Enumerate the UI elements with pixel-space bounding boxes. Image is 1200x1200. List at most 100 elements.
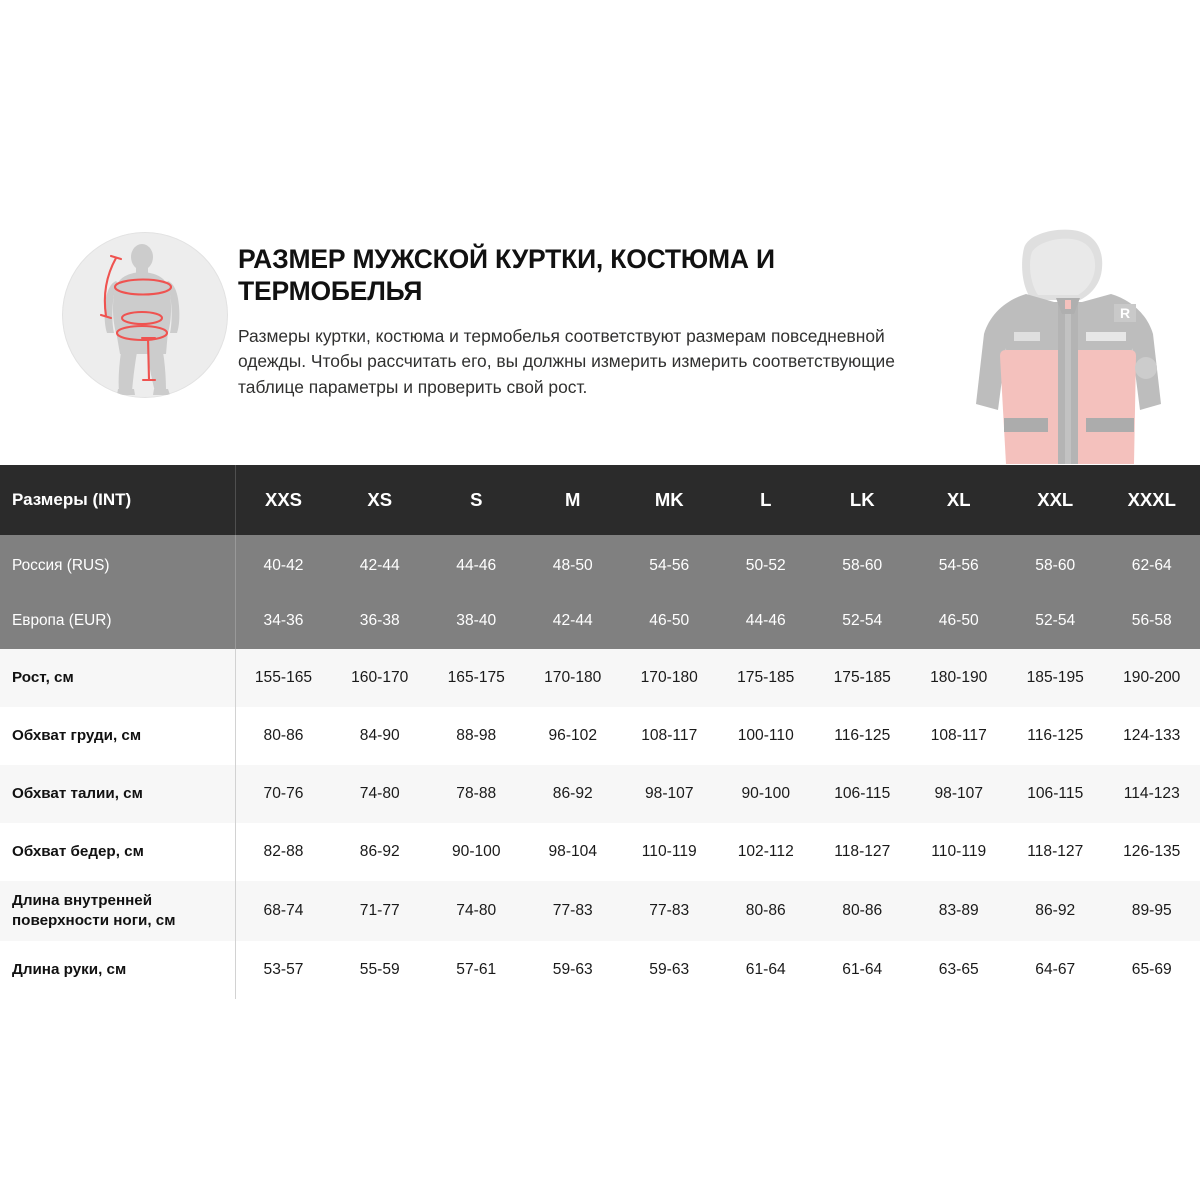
cell: 175-185 xyxy=(814,649,911,707)
column-header-lk: LK xyxy=(814,465,911,535)
cell: 114-123 xyxy=(1103,765,1200,823)
cell: 40-42 xyxy=(235,535,332,592)
row-label-hips: Обхват бедер, см xyxy=(0,823,236,881)
column-header-xxl: XXL xyxy=(1007,465,1104,535)
svg-text:R: R xyxy=(1120,305,1130,321)
cell: 155-165 xyxy=(235,649,332,707)
cell: 80-86 xyxy=(717,881,814,941)
cell: 106-115 xyxy=(814,765,911,823)
cell: 126-135 xyxy=(1103,823,1200,881)
cell: 118-127 xyxy=(1007,823,1104,881)
row-label-inseam: Длина внутренней поверхности ноги, см xyxy=(0,881,236,941)
cell: 77-83 xyxy=(524,881,621,941)
cell: 90-100 xyxy=(717,765,814,823)
cell: 98-104 xyxy=(524,823,621,881)
cell: 46-50 xyxy=(910,592,1007,649)
cell: 42-44 xyxy=(524,592,621,649)
cell: 96-102 xyxy=(524,707,621,765)
row-label-rus: Россия (RUS) xyxy=(0,535,236,592)
cell: 61-64 xyxy=(814,941,911,999)
column-header-mk: MK xyxy=(621,465,718,535)
column-header-m: M xyxy=(524,465,621,535)
cell: 88-98 xyxy=(428,707,525,765)
cell: 86-92 xyxy=(524,765,621,823)
cell: 165-175 xyxy=(428,649,525,707)
table-row-chest: Обхват груди, см 80-86 84-90 88-98 96-10… xyxy=(0,707,1200,765)
cell: 80-86 xyxy=(814,881,911,941)
cell: 170-180 xyxy=(621,649,718,707)
cell: 52-54 xyxy=(1007,592,1104,649)
cell: 58-60 xyxy=(1007,535,1104,592)
cell: 190-200 xyxy=(1103,649,1200,707)
cell: 86-92 xyxy=(1007,881,1104,941)
cell: 38-40 xyxy=(428,592,525,649)
column-header-xxs: XXS xyxy=(235,465,332,535)
row-label-arm: Длина руки, см xyxy=(0,941,236,999)
table-row-inseam: Длина внутренней поверхности ноги, см 68… xyxy=(0,881,1200,941)
cell: 55-59 xyxy=(331,941,428,999)
cell: 124-133 xyxy=(1103,707,1200,765)
cell: 118-127 xyxy=(814,823,911,881)
cell: 116-125 xyxy=(1007,707,1104,765)
column-header-xxxl: XXXL xyxy=(1103,465,1200,535)
cell: 98-107 xyxy=(910,765,1007,823)
cell: 185-195 xyxy=(1007,649,1104,707)
cell: 108-117 xyxy=(621,707,718,765)
table-row-arm: Длина руки, см 53-57 55-59 57-61 59-63 5… xyxy=(0,941,1200,999)
cell: 48-50 xyxy=(524,535,621,592)
page-description: Размеры куртки, костюма и термобелья соо… xyxy=(238,325,895,398)
cell: 106-115 xyxy=(1007,765,1104,823)
row-label-waist: Обхват талии, см xyxy=(0,765,236,823)
page-title: РАЗМЕР МУЖСКОЙ КУРТКИ, КОСТЮМА И ТЕРМОБЕ… xyxy=(238,244,775,307)
body-measurement-icon xyxy=(62,232,228,398)
cell: 110-119 xyxy=(621,823,718,881)
cell: 64-67 xyxy=(1007,941,1104,999)
cell: 59-63 xyxy=(524,941,621,999)
cell: 89-95 xyxy=(1103,881,1200,941)
column-header-xl: XL xyxy=(910,465,1007,535)
cell: 54-56 xyxy=(910,535,1007,592)
cell: 86-92 xyxy=(331,823,428,881)
cell: 36-38 xyxy=(331,592,428,649)
cell: 110-119 xyxy=(910,823,1007,881)
cell: 59-63 xyxy=(621,941,718,999)
cell: 44-46 xyxy=(717,592,814,649)
cell: 175-185 xyxy=(717,649,814,707)
cell: 108-117 xyxy=(910,707,1007,765)
table-row-height: Рост, см 155-165 160-170 165-175 170-180… xyxy=(0,649,1200,707)
column-header-xs: XS xyxy=(331,465,428,535)
cell: 90-100 xyxy=(428,823,525,881)
cell: 54-56 xyxy=(621,535,718,592)
cell: 46-50 xyxy=(621,592,718,649)
cell: 65-69 xyxy=(1103,941,1200,999)
row-label-height: Рост, см xyxy=(0,649,236,707)
cell: 170-180 xyxy=(524,649,621,707)
cell: 78-88 xyxy=(428,765,525,823)
table-row-waist: Обхват талии, см 70-76 74-80 78-88 86-92… xyxy=(0,765,1200,823)
size-table: Размеры (INT) XXS XS S M MK L LK XL XXL … xyxy=(0,465,1200,999)
hero-text-block: РАЗМЕР МУЖСКОЙ КУРТКИ, КОСТЮМА И ТЕРМОБЕ… xyxy=(238,243,918,401)
cell: 44-46 xyxy=(428,535,525,592)
cell: 58-60 xyxy=(814,535,911,592)
cell: 100-110 xyxy=(717,707,814,765)
cell: 77-83 xyxy=(621,881,718,941)
cell: 50-52 xyxy=(717,535,814,592)
header-corner-label: Размеры (INT) xyxy=(0,465,236,535)
cell: 83-89 xyxy=(910,881,1007,941)
column-header-s: S xyxy=(428,465,525,535)
column-header-l: L xyxy=(717,465,814,535)
cell: 71-77 xyxy=(331,881,428,941)
cell: 74-80 xyxy=(331,765,428,823)
cell: 80-86 xyxy=(235,707,332,765)
cell: 116-125 xyxy=(814,707,911,765)
cell: 34-36 xyxy=(235,592,332,649)
cell: 62-64 xyxy=(1103,535,1200,592)
cell: 52-54 xyxy=(814,592,911,649)
cell: 61-64 xyxy=(717,941,814,999)
row-label-eur: Европа (EUR) xyxy=(0,592,236,649)
cell: 160-170 xyxy=(331,649,428,707)
table-row-hips: Обхват бедер, см 82-88 86-92 90-100 98-1… xyxy=(0,823,1200,881)
cell: 102-112 xyxy=(717,823,814,881)
cell: 70-76 xyxy=(235,765,332,823)
